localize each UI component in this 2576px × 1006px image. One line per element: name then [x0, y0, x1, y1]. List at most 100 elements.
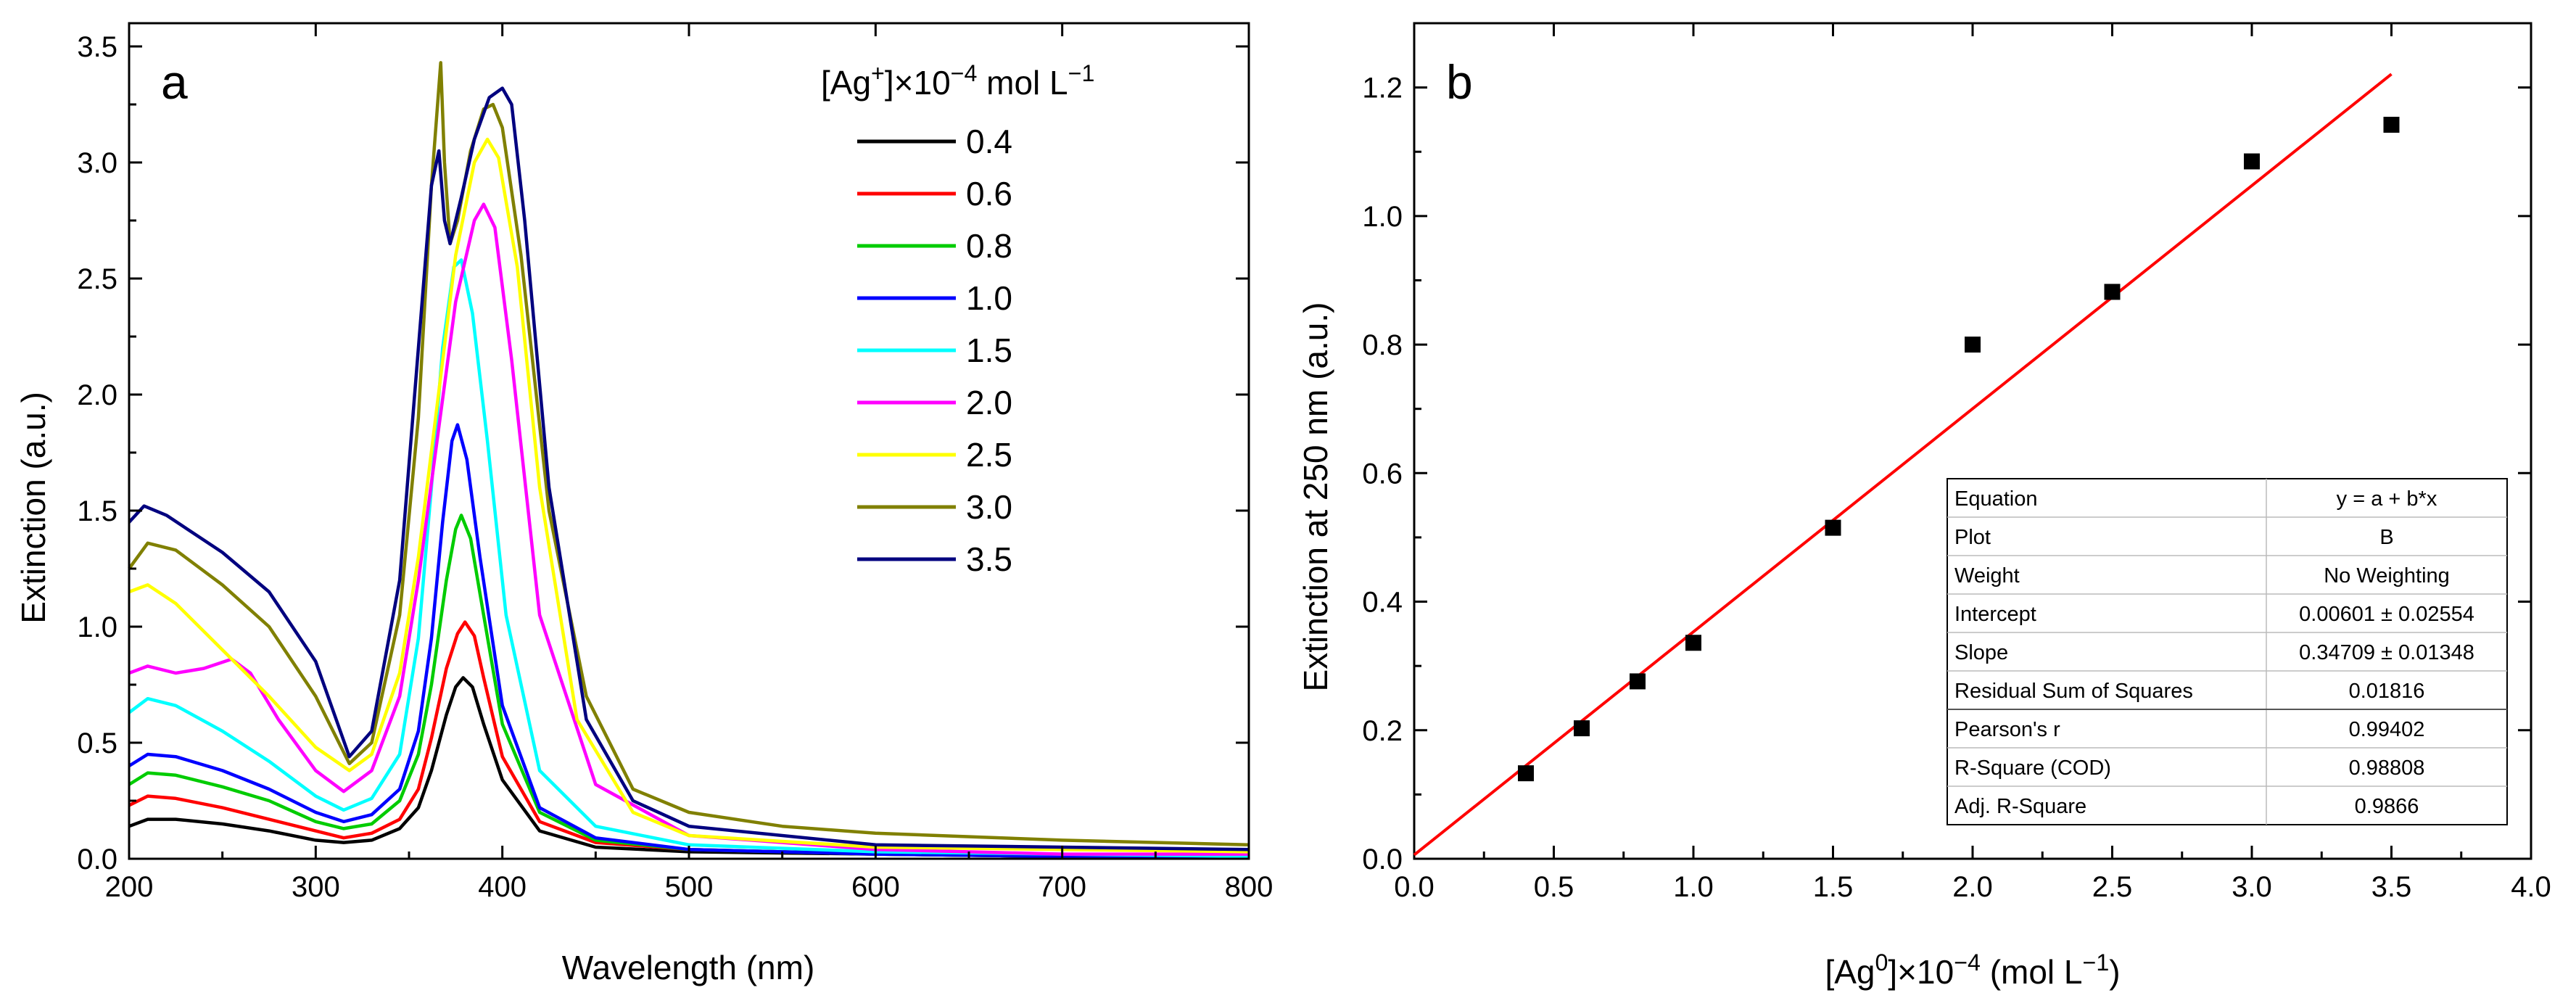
spectrum-line-1.0: [128, 423, 1249, 859]
y-tick-label: 3.5: [77, 31, 117, 63]
panel-a-extinction-spectra: 200 300 400 500 600 700 800 0.0 0.5 1.0 1.5 2.0 2.5 3…: [15, 22, 1273, 986]
data-point: [2104, 284, 2121, 300]
table-cell-label: Residual Sum of Squares: [1954, 680, 2193, 703]
panel-a-letter: a: [161, 55, 188, 109]
legend-title-part: mol L: [977, 64, 1068, 102]
panel-a-legend: [Ag+]×10−4 mol L−1 0.4 0.6 0.8 1.0 1.5 2.0 2.5 3…: [821, 60, 1094, 578]
panel-a-y-axis-title: Extinction (a.u.): [15, 392, 52, 624]
y-tick-label: 0.0: [77, 844, 117, 875]
legend-label-1.5: 1.5: [966, 331, 1012, 369]
y-tick-label: 1.2: [1362, 73, 1403, 104]
legend-title-sup: +: [871, 60, 885, 86]
table-frame: [1947, 478, 2508, 825]
panel-b-plot-area: 0.0 0.5 1.0 1.5 2.0 2.5 3.0 3.5 4.0 0.0 0.2 0.4 0.6 0…: [1362, 22, 2551, 903]
xlabel-part: ): [2109, 953, 2120, 991]
x-tick-label: 1.0: [1673, 871, 1714, 903]
legend-title-sup: −4: [951, 60, 978, 86]
y-tick-label: 1.0: [1362, 201, 1403, 233]
table-cell-label: Equation: [1954, 487, 2038, 511]
data-point: [1518, 765, 1534, 782]
x-tick-label: 0.5: [1534, 871, 1574, 903]
spectrum-line-3.5: [128, 86, 1250, 852]
panel-b-letter: b: [1446, 55, 1473, 109]
legend-title-part: [Ag: [821, 64, 871, 102]
xlabel-part: (mol L: [1981, 953, 2083, 991]
data-point: [2244, 153, 2260, 170]
data-point: [1630, 673, 1646, 690]
table-cell-value: y = a + b*x: [2337, 487, 2437, 511]
table-cell-value: 0.99402: [2349, 718, 2425, 741]
legend-title-sup: −1: [1068, 60, 1095, 86]
legend-title-part: ]×10: [885, 64, 951, 102]
table-cell-value: 0.98808: [2349, 756, 2425, 780]
x-tick-label: 2.0: [1952, 871, 1993, 903]
x-tick-label: 700: [1038, 871, 1086, 903]
y-tick-label: 2.0: [77, 379, 117, 411]
data-point: [1965, 337, 1981, 353]
legend-label-0.4: 0.4: [966, 123, 1012, 160]
spectrum-line-0.8: [128, 514, 1249, 859]
xlabel-sup: −1: [2083, 949, 2110, 976]
panel-b-calibration-plot: 0.0 0.5 1.0 1.5 2.0 2.5 3.0 3.5 4.0 0.0 0.2 0.4 0.6 0…: [1297, 22, 2551, 991]
legend-label-2.0: 2.0: [966, 384, 1012, 421]
panel-a-x-axis-title: Wavelength (nm): [562, 949, 815, 986]
table-cell-label: Adj. R-Square: [1954, 795, 2086, 818]
data-point: [1574, 720, 1590, 737]
data-point: [1825, 519, 1841, 536]
x-tick-label: 3.0: [2232, 871, 2272, 903]
x-tick-label: 600: [851, 871, 900, 903]
table-cell-value: 0.01816: [2349, 680, 2425, 703]
panel-a-frame: [128, 22, 1250, 860]
data-point: [1685, 635, 1701, 651]
data-point: [2383, 117, 2400, 133]
table-cell-value: 0.9866: [2355, 795, 2419, 818]
y-tick-label: 1.0: [77, 611, 117, 643]
panel-b-x-axis-title: [Ag0]×10−4 (mol L−1): [1825, 949, 2120, 991]
y-tick-label: 3.0: [77, 147, 117, 179]
legend-label-1.0: 1.0: [966, 279, 1012, 317]
legend-label-0.6: 0.6: [966, 175, 1012, 213]
x-tick-label: 2.5: [2092, 871, 2133, 903]
y-tick-label: 0.2: [1362, 715, 1403, 747]
legend-label-0.8: 0.8: [966, 227, 1012, 265]
panel-b-y-axis-title: Extinction at 250 nm (a.u.): [1297, 302, 1334, 692]
x-tick-label: 800: [1225, 871, 1273, 903]
legend-label-3.0: 3.0: [966, 488, 1012, 526]
legend-label-2.5: 2.5: [966, 436, 1012, 474]
spectrum-line-2.5: [128, 137, 1250, 854]
spectrum-line-0.4: [128, 676, 1249, 859]
y-tick-label: 0.0: [1362, 844, 1403, 875]
x-tick-label: 300: [292, 871, 340, 903]
table-cell-label: R-Square (COD): [1954, 756, 2111, 780]
panel-a-plot-area: 200 300 400 500 600 700 800 0.0 0.5 1.0 1.5 2.0 2.5 3…: [77, 22, 1273, 903]
x-tick-label: 500: [665, 871, 714, 903]
x-tick-label: 4.0: [2511, 871, 2551, 903]
x-tick-label: 0.0: [1394, 871, 1434, 903]
table-cell-label: Pearson's r: [1954, 718, 2060, 741]
table-cell-value: 0.34709 ± 0.01348: [2299, 641, 2474, 664]
y-tick-label: 1.5: [77, 495, 117, 527]
y-tick-label: 0.4: [1362, 587, 1403, 619]
legend-label-3.5: 3.5: [966, 540, 1012, 578]
spectrum-line-0.6: [128, 620, 1249, 859]
xlabel-sup: −4: [1954, 949, 1981, 976]
table-cell-label: Plot: [1954, 526, 1991, 549]
spectrum-line-2.0: [128, 202, 1249, 856]
x-tick-label: 1.5: [1813, 871, 1854, 903]
spectrum-line-1.5: [128, 258, 1250, 859]
table-cell-value: 0.00601 ± 0.02554: [2299, 603, 2474, 626]
x-tick-label: 200: [105, 871, 154, 903]
table-cell-value: No Weighting: [2324, 564, 2450, 587]
x-tick-label: 3.5: [2371, 871, 2412, 903]
table-cell-value: B: [2379, 526, 2393, 549]
y-tick-label: 0.8: [1362, 329, 1403, 361]
y-tick-label: 0.6: [1362, 458, 1403, 490]
legend-title: [Ag+]×10−4 mol L−1: [821, 60, 1094, 102]
table-cell-label: Weight: [1954, 564, 2020, 587]
table-cell-label: Intercept: [1954, 603, 2036, 626]
panel-b-x-axis-title-text: [Ag0]×10−4 (mol L−1): [1825, 949, 2120, 991]
xlabel-sup: 0: [1875, 949, 1888, 976]
panel-b-fit-results-table: Equation y = a + b*x Plot B Weight No Weighti…: [1947, 478, 2508, 825]
y-tick-label: 2.5: [77, 263, 117, 295]
